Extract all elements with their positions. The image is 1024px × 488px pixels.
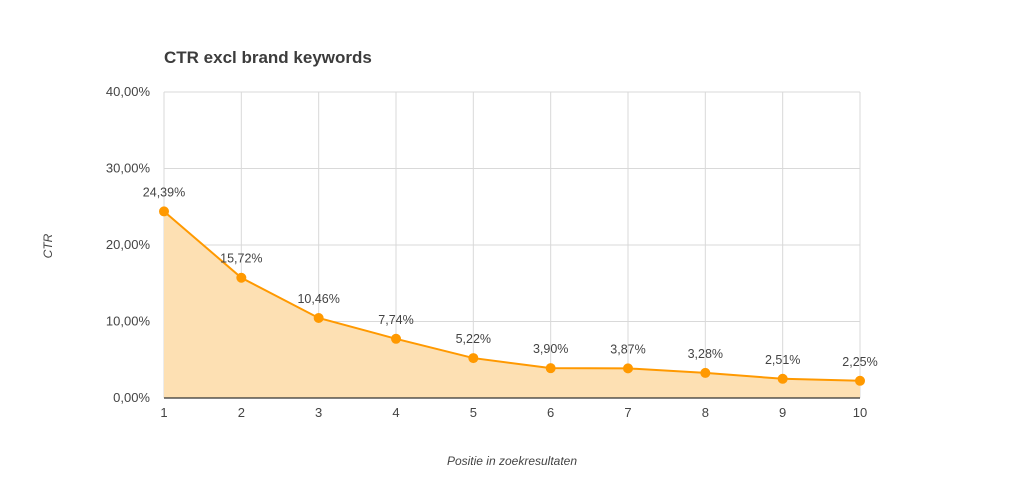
y-tick-label: 0,00% (113, 390, 150, 405)
data-label: 10,46% (297, 292, 339, 306)
data-label: 3,90% (533, 342, 568, 356)
x-tick-label: 4 (392, 405, 399, 420)
data-label: 2,51% (765, 353, 800, 367)
y-tick-label: 10,00% (106, 314, 151, 329)
data-point (623, 363, 633, 374)
data-point (545, 363, 556, 374)
data-point (391, 333, 401, 344)
data-label: 3,28% (688, 347, 723, 361)
data-label: 3,87% (610, 342, 645, 356)
data-labels: 24,39% 15,72% 10,46% 7,74% 5,22% 3,90% 3,87% 3,… (143, 185, 878, 368)
y-tick-label: 30,00% (106, 161, 151, 176)
y-axis-label: CTR (41, 233, 55, 258)
x-tick-label: 7 (624, 405, 631, 420)
x-axis-label: Positie in zoekresultaten (447, 454, 577, 468)
data-point (236, 272, 247, 283)
data-point (700, 367, 711, 378)
chart-title: CTR excl brand keywords (164, 48, 372, 67)
data-label: 24,39% (143, 185, 185, 199)
series-line (163, 210, 861, 382)
data-label: 7,74% (378, 313, 413, 327)
data-label: 5,22% (456, 332, 491, 346)
x-tick-label: 3 (315, 405, 322, 420)
x-tick-label: 2 (238, 405, 245, 420)
y-tick-label: 20,00% (106, 237, 151, 252)
data-points (159, 206, 865, 386)
x-tick-label: 6 (547, 405, 554, 420)
data-point (313, 312, 324, 323)
plot-area (163, 210, 861, 399)
x-tick-label: 1 (160, 405, 167, 420)
x-tick-label: 10 (853, 405, 867, 420)
x-axis-ticks: 1 2 3 4 5 6 7 8 9 10 (160, 405, 867, 420)
data-point (855, 375, 865, 386)
data-label: 15,72% (220, 252, 262, 266)
y-tick-label: 40,00% (106, 84, 151, 99)
area-fill (164, 211, 860, 398)
y-axis-ticks: 0,00% 10,00% 20,00% 30,00% 40,00% (106, 84, 151, 405)
data-point (468, 353, 479, 364)
data-point (777, 373, 788, 384)
data-point (159, 206, 169, 217)
x-tick-label: 8 (702, 405, 709, 420)
x-tick-label: 5 (470, 405, 477, 420)
data-label: 2,25% (842, 355, 877, 369)
x-tick-label: 9 (779, 405, 786, 420)
gridlines (163, 91, 861, 398)
